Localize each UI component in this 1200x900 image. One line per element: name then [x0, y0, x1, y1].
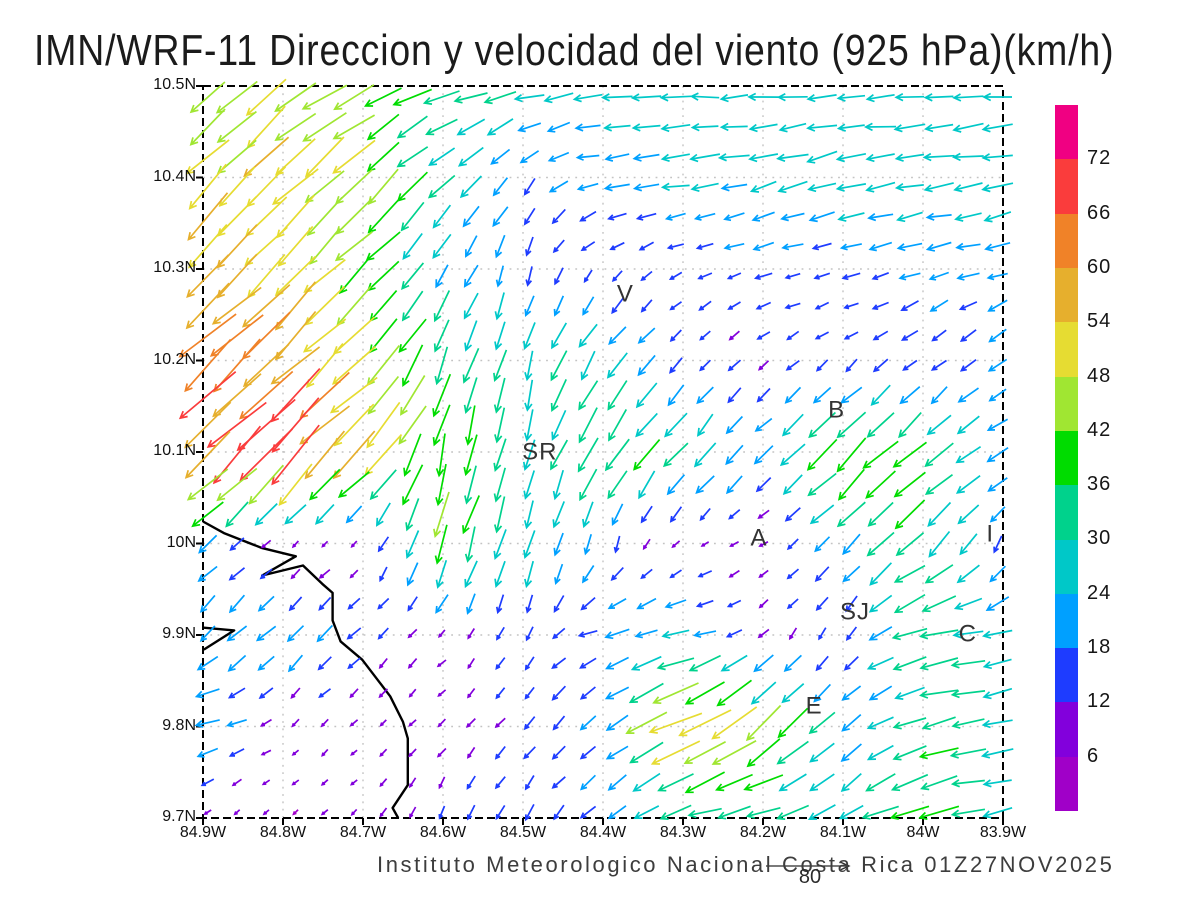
axis-ticks — [196, 85, 1004, 825]
station-label-a: A — [750, 524, 768, 552]
reference-arrow — [766, 861, 851, 871]
colorbar-label: 42 — [1087, 418, 1112, 441]
colorbar-segment — [1055, 485, 1078, 540]
x-axis-label: 84.6W — [419, 824, 467, 841]
station-label-e: E — [805, 692, 823, 720]
colorbar-segment — [1055, 159, 1078, 214]
reference-arrow-label: 80 — [798, 866, 822, 888]
coastline — [202, 520, 409, 819]
x-axis-label: 83.9W — [979, 824, 1027, 841]
x-axis-label: 84.4W — [579, 824, 627, 841]
station-label-b: B — [828, 396, 846, 424]
y-axis-label: 10N — [166, 533, 196, 551]
y-axis-label: 10.4N — [153, 167, 196, 185]
colorbar-segment — [1055, 376, 1078, 431]
x-axis-label: 84.5W — [499, 824, 547, 841]
y-axis-label: 10.2N — [153, 350, 196, 368]
colorbar-label: 66 — [1087, 201, 1112, 224]
colorbar-label: 24 — [1087, 581, 1112, 604]
station-label-sr: SR — [522, 438, 558, 466]
colorbar-segment — [1055, 267, 1078, 323]
colorbar-label: 60 — [1087, 255, 1112, 278]
station-label-c: C — [958, 620, 977, 648]
y-axis-label: 10.3N — [153, 259, 196, 276]
colorbar-segment — [1055, 756, 1078, 812]
colorbar-segment — [1055, 105, 1078, 160]
y-axis-label: 10.5N — [153, 76, 196, 93]
colorbar-label: 6 — [1087, 744, 1100, 767]
x-axis-label: 84W — [906, 824, 940, 841]
colorbar-segment — [1055, 213, 1078, 268]
colorbar-label: 54 — [1087, 310, 1112, 333]
colorbar-segment — [1055, 648, 1078, 703]
x-axis-label: 84.1W — [819, 824, 867, 841]
station-label-v: V — [616, 280, 634, 308]
y-axis-label: 9.9N — [162, 625, 196, 642]
station-label-i: I — [986, 520, 995, 548]
wind-vectors — [178, 78, 1014, 822]
colorbar-segment — [1055, 702, 1078, 757]
footer-credit: Instituto Meteorologico Nacional Costa R… — [377, 852, 1115, 877]
colorbar-label: 12 — [1087, 690, 1112, 713]
colorbar-segment — [1055, 430, 1078, 486]
y-axis-label: 9.8N — [162, 716, 196, 734]
colorbar-label: 48 — [1087, 364, 1112, 387]
y-axis-label: 10.1N — [153, 442, 196, 459]
x-axis-label: 84.3W — [659, 824, 707, 841]
x-axis-label: 84.2W — [739, 824, 787, 841]
x-axis-label: 84.7W — [339, 824, 387, 841]
x-axis-label: 84.8W — [259, 824, 307, 841]
colorbar-segment — [1055, 322, 1078, 377]
colorbar-label: 18 — [1087, 636, 1112, 659]
figure-title: IMN/WRF-11 Direccion y velocidad del vie… — [34, 26, 1115, 75]
colorbar-segment — [1055, 539, 1078, 594]
colorbar-label: 30 — [1087, 527, 1112, 550]
colorbar-label: 72 — [1087, 147, 1112, 170]
colorbar-segment — [1055, 593, 1078, 649]
colorbar-swatches — [1055, 105, 1078, 812]
y-axis-label: 9.7N — [162, 808, 196, 825]
station-label-sj: SJ — [839, 598, 871, 626]
colorbar-label: 36 — [1087, 473, 1112, 496]
x-axis-label: 84.9W — [179, 824, 227, 841]
